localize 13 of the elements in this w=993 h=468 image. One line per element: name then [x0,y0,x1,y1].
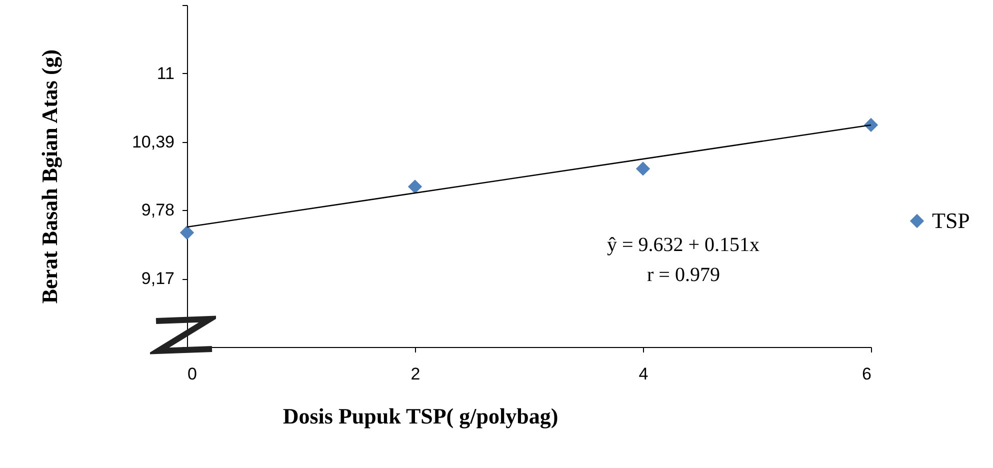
x-axis-title: Dosis Pupuk TSP( g/polybag) [282,404,558,428]
x-tick-label: 0 [188,364,197,384]
y-axis-title: Berat Basah Bgian Atas (g) [36,49,62,304]
annotation: ŷ = 9.632 + 0.151x [607,234,760,256]
legend-label: TSP [932,208,970,233]
x-tick-label: 4 [638,364,648,384]
y-tick-label: 11 [156,64,174,83]
y-tick-label: 9,17 [141,269,174,288]
x-tick-label: 2 [410,364,420,384]
x-tick-label: 6 [862,364,872,384]
annotation: r = 0.979 [647,264,720,286]
y-tick-label: 9,78 [141,200,174,220]
y-tick-label: 10,39 [132,132,174,152]
